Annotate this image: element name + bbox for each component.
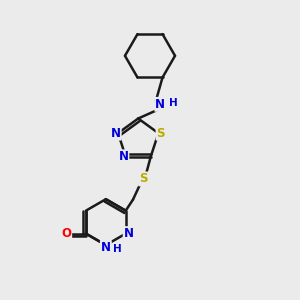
Text: N: N xyxy=(111,127,121,140)
Text: N: N xyxy=(124,227,134,240)
Text: H: H xyxy=(113,244,122,254)
Text: N: N xyxy=(155,98,165,111)
Text: H: H xyxy=(169,98,177,109)
Text: S: S xyxy=(157,127,165,140)
Text: S: S xyxy=(139,172,148,185)
Text: N: N xyxy=(101,241,111,254)
Text: O: O xyxy=(61,227,71,240)
Text: N: N xyxy=(118,150,128,163)
